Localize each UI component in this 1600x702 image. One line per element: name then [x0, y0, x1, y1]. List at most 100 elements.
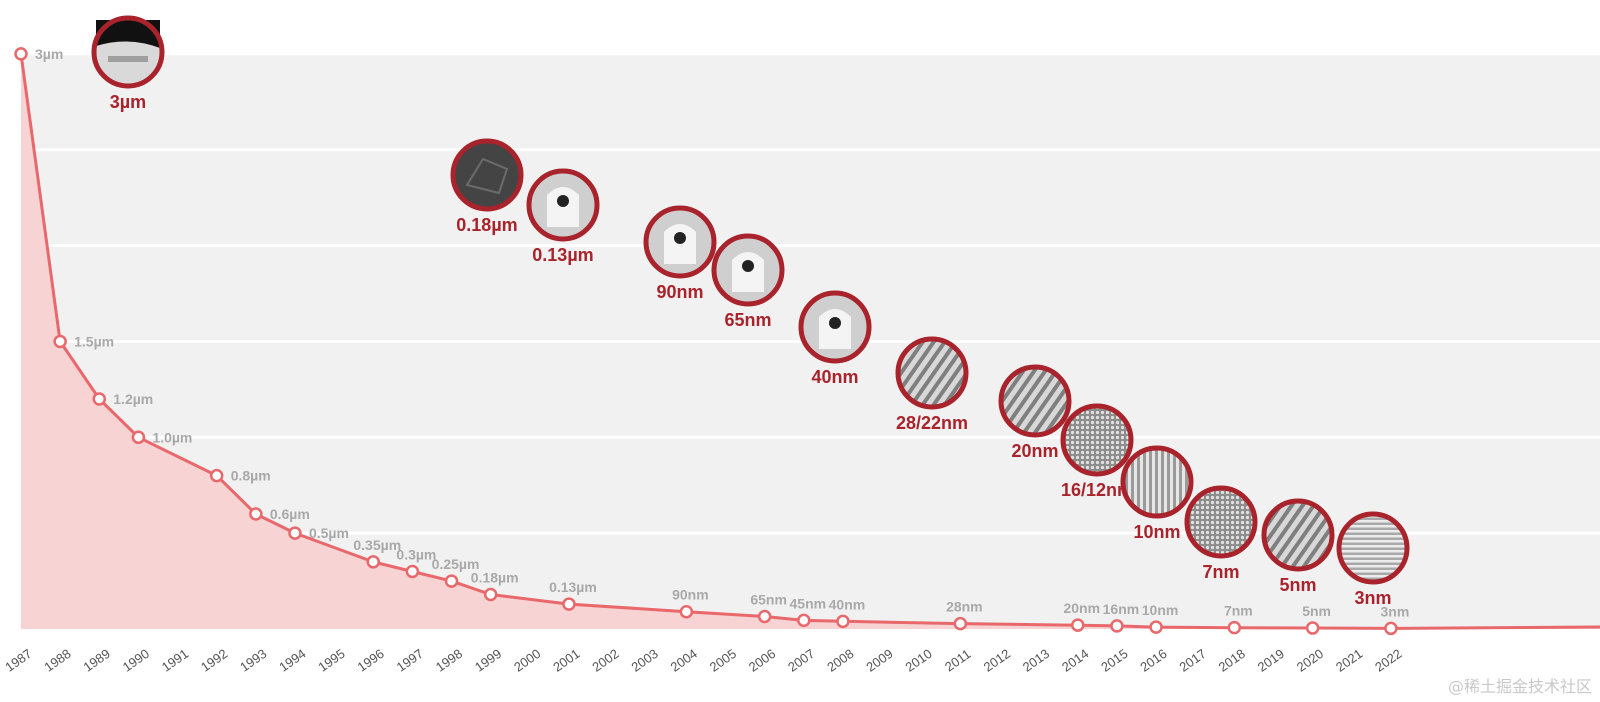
- x-axis-ticks: 1987 1988 1989 1990 1991 1992 1993 1994 1995 1996…: [2, 646, 1404, 675]
- value-label: 1.0µm: [152, 429, 192, 445]
- x-tick-label: 2021: [1333, 646, 1365, 675]
- x-tick-label: 2008: [824, 646, 856, 675]
- value-label: 3nm: [1381, 603, 1410, 619]
- process-node: 7nm: [1184, 485, 1258, 582]
- node-image: [1125, 450, 1189, 514]
- node-label: 5nm: [1279, 575, 1316, 595]
- x-tick-label: 1994: [276, 646, 308, 675]
- data-point: [1071, 618, 1085, 632]
- value-label: 7nm: [1224, 603, 1253, 619]
- data-point: [92, 392, 107, 406]
- data-point: [1384, 621, 1398, 636]
- node-image-detail: [465, 157, 509, 195]
- value-label: 0.3µm: [396, 546, 436, 562]
- x-tick-label: 2015: [1098, 646, 1130, 675]
- value-label: 90nm: [672, 587, 709, 603]
- data-point: [405, 564, 420, 579]
- value-label: 0.13µm: [549, 579, 597, 595]
- x-tick-label: 1996: [355, 646, 387, 675]
- node-image-detail: [742, 260, 754, 272]
- x-tick-label: 1991: [159, 646, 191, 675]
- x-tick-label: 2019: [1255, 646, 1287, 675]
- x-tick-label: 2009: [863, 646, 895, 675]
- x-tick-label: 1997: [394, 646, 426, 675]
- data-point: [836, 614, 850, 629]
- data-point: [1110, 619, 1124, 633]
- x-tick-label: 2010: [902, 646, 934, 675]
- process-node: 28/22nm: [895, 336, 969, 433]
- node-image: [900, 341, 964, 405]
- node-label: 90nm: [656, 282, 703, 302]
- x-tick-label: 1995: [315, 646, 347, 675]
- node-image-detail: [674, 232, 686, 244]
- x-tick-label: 2003: [629, 646, 661, 675]
- value-label: 20nm: [1063, 600, 1100, 616]
- data-point: [1227, 620, 1242, 635]
- node-image: [1065, 408, 1129, 472]
- value-label: 0.6µm: [270, 506, 310, 522]
- data-point: [679, 604, 694, 619]
- data-point: [1149, 620, 1163, 634]
- value-label: 10nm: [1142, 602, 1179, 618]
- value-label: 5nm: [1302, 603, 1331, 619]
- x-tick-label: 2014: [1059, 646, 1091, 675]
- data-point: [1305, 621, 1320, 635]
- value-label: 0.5µm: [309, 525, 349, 541]
- data-point: [797, 613, 811, 628]
- x-tick-label: 1999: [472, 646, 504, 675]
- node-image-detail: [108, 56, 148, 62]
- node-ring: [1184, 485, 1258, 559]
- process-node: 5nm: [1261, 498, 1335, 595]
- value-label: 28nm: [946, 599, 983, 615]
- area-path: [21, 53, 1600, 629]
- node-image-detail: [829, 317, 841, 329]
- data-point: [366, 555, 381, 569]
- node-ring: [526, 168, 600, 242]
- data-points: [14, 47, 1398, 636]
- value-label: 16nm: [1103, 601, 1140, 617]
- x-tick-label: 1998: [433, 646, 465, 675]
- node-ring: [798, 290, 872, 364]
- value-label: 65nm: [750, 592, 787, 608]
- data-point: [14, 47, 28, 61]
- x-tick-label: 1992: [198, 646, 230, 675]
- node-ring: [450, 138, 524, 212]
- node-image: [455, 143, 519, 207]
- node-label: 40nm: [811, 367, 858, 387]
- x-tick-label: 1987: [2, 646, 34, 675]
- value-labels: 3µm1.5µm1.2µm1.0µm0.8µm0.6µm0.5µm0.35µm0…: [35, 46, 1409, 620]
- node-ring: [1261, 498, 1335, 572]
- trend-line: [19, 53, 1600, 630]
- data-point: [249, 507, 263, 521]
- data-point: [209, 468, 224, 483]
- node-label: 3nm: [1354, 588, 1391, 608]
- process-node: 3nm: [1336, 511, 1410, 608]
- x-tick-label: 2017: [1176, 646, 1208, 675]
- node-image-detail: [96, 20, 160, 48]
- process-node-images: 3µm 0.18µm 0.13µm 90nm 65nm 40nm 28/22nm 20nm16…: [91, 15, 1410, 608]
- process-node: 0.18µm: [450, 138, 524, 235]
- node-image: [1266, 503, 1330, 567]
- node-ring: [711, 233, 785, 307]
- watermark: @稀土掘金技术社区: [1448, 677, 1592, 696]
- process-node: 16/12nm: [1060, 403, 1134, 500]
- node-ring: [895, 336, 969, 410]
- value-label: 1.2µm: [113, 391, 153, 407]
- value-label: 1.5µm: [74, 333, 114, 349]
- data-point: [757, 609, 772, 624]
- node-label: 3µm: [110, 92, 146, 112]
- node-ring: [643, 205, 717, 279]
- node-ring: [1336, 511, 1410, 585]
- x-tick-label: 2007: [785, 646, 817, 675]
- x-tick-label: 2020: [1294, 646, 1326, 675]
- value-label: 0.8µm: [231, 468, 271, 484]
- process-node: 20nm: [998, 364, 1072, 461]
- node-image: [1341, 516, 1405, 580]
- data-point: [444, 574, 459, 588]
- data-point: [53, 334, 67, 349]
- value-label: 0.35µm: [353, 537, 401, 553]
- value-label: 45nm: [790, 595, 827, 611]
- x-tick-label: 2004: [668, 646, 700, 675]
- x-tick-label: 2012: [981, 646, 1013, 675]
